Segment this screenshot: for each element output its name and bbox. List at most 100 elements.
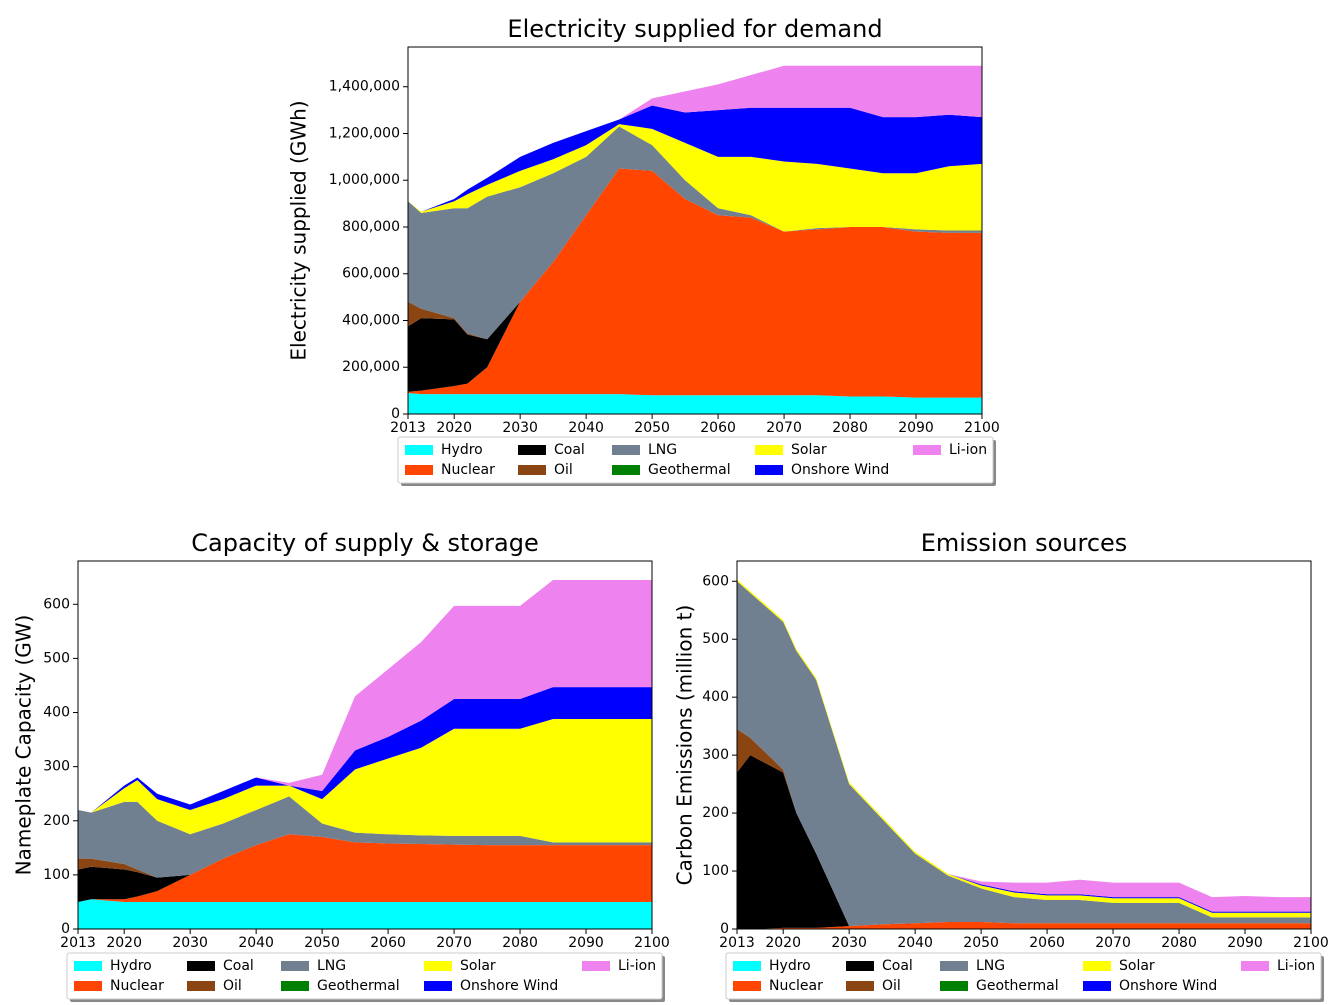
legend-swatch (755, 445, 783, 455)
x-tick-label: 2100 (964, 420, 1000, 436)
area-7 (78, 687, 652, 813)
x-tick-label: 2013 (719, 935, 755, 951)
y-tick-label: 800,000 (342, 219, 400, 235)
area-8 (78, 579, 652, 813)
x-tick-label: 2040 (568, 420, 604, 436)
y-tick-label: 100 (43, 867, 70, 883)
area-1 (408, 168, 982, 398)
y-tick-label: 300 (702, 747, 729, 763)
x-tick-label: 2030 (172, 935, 208, 951)
legend-swatch (940, 981, 968, 991)
area-4 (737, 581, 1311, 927)
y-axis-label: Nameplate Capacity (GW) (12, 615, 36, 876)
area-1 (737, 922, 1311, 929)
legend-label: Geothermal (648, 462, 731, 478)
x-tick-label: 2013 (60, 935, 96, 951)
legend: Hydro Nuclear Coal Oil LNG Geothermal Solar Ons… (725, 952, 1324, 1002)
legend-label: LNG (648, 442, 677, 458)
legend-swatch (518, 465, 546, 475)
y-tick-label: 0 (61, 921, 70, 937)
legend-swatch (913, 445, 941, 455)
legend-swatch (74, 961, 102, 971)
legend-label: Solar (1119, 958, 1155, 974)
legend-label: Nuclear (110, 978, 164, 994)
legend-swatch (733, 961, 761, 971)
legend-label: Nuclear (441, 462, 495, 478)
legend-label: Geothermal (976, 978, 1059, 994)
x-tick-label: 2050 (304, 935, 340, 951)
legend-swatch (281, 981, 309, 991)
x-tick-label: 2020 (765, 935, 801, 951)
y-tick-label: 500 (702, 631, 729, 647)
legend-label: Onshore Wind (791, 462, 889, 478)
x-tick-label: 2060 (700, 420, 736, 436)
x-tick-label: 2080 (502, 935, 538, 951)
area-7 (408, 105, 982, 212)
chart-title: Capacity of supply & storage (191, 529, 538, 557)
legend-label: Oil (882, 978, 901, 994)
y-tick-label: 200 (43, 813, 70, 829)
x-tick-label: 2030 (831, 935, 867, 951)
legend: Hydro Nuclear Coal Oil LNG Geothermal Solar Ons… (397, 436, 996, 486)
x-tick-label: 2090 (1227, 935, 1263, 951)
legend-swatch (1083, 981, 1111, 991)
legend-swatch (846, 981, 874, 991)
x-tick-label: 2050 (634, 420, 670, 436)
chart-title: Electricity supplied for demand (507, 15, 882, 43)
legend-label: Li-ion (949, 442, 987, 458)
area-2 (408, 168, 982, 392)
x-tick-label: 2020 (106, 935, 142, 951)
x-tick-label: 2080 (1161, 935, 1197, 951)
area-6 (78, 719, 652, 843)
legend-swatch (733, 981, 761, 991)
area-4 (408, 126, 982, 340)
legend-swatch (187, 981, 215, 991)
y-tick-label: 400 (43, 705, 70, 721)
legend-label: Hydro (110, 958, 152, 974)
y-tick-label: 600 (43, 596, 70, 612)
legend-swatch (518, 445, 546, 455)
x-tick-label: 2050 (963, 935, 999, 951)
legend-swatch (582, 961, 610, 971)
x-tick-label: 2100 (1293, 935, 1329, 951)
x-tick-label: 2100 (634, 935, 670, 951)
x-tick-label: 2090 (568, 935, 604, 951)
y-tick-label: 1,200,000 (329, 125, 400, 141)
y-tick-label: 0 (720, 921, 729, 937)
legend-label: LNG (317, 958, 346, 974)
y-tick-label: 600,000 (342, 266, 400, 282)
legend-swatch (612, 465, 640, 475)
area-8 (408, 65, 982, 212)
legend-label: Nuclear (769, 978, 823, 994)
axes-frame (736, 560, 1312, 930)
legend-swatch (405, 445, 433, 455)
x-tick-label: 2070 (766, 420, 802, 436)
y-axis-label: Electricity supplied (GWh) (287, 100, 311, 360)
legend-swatch (755, 465, 783, 475)
y-tick-label: 200 (702, 805, 729, 821)
x-tick-label: 2060 (1029, 935, 1065, 951)
legend-swatch (940, 961, 968, 971)
y-tick-label: 1,400,000 (329, 79, 400, 95)
y-tick-label: 400,000 (342, 312, 400, 328)
x-tick-label: 2080 (832, 420, 868, 436)
area-0 (78, 899, 652, 929)
legend-swatch (1083, 961, 1111, 971)
x-tick-label: 2040 (897, 935, 933, 951)
legend-box (397, 436, 994, 484)
chart-title: Emission sources (921, 529, 1128, 557)
legend-swatch (424, 981, 452, 991)
x-tick-label: 2060 (370, 935, 406, 951)
legend-label: Coal (223, 958, 254, 974)
x-tick-label: 2040 (238, 935, 274, 951)
legend-swatch (1241, 961, 1269, 971)
legend-label: Onshore Wind (460, 978, 558, 994)
y-tick-label: 1,000,000 (329, 172, 400, 188)
axes-frame (77, 560, 653, 930)
legend-swatch (612, 445, 640, 455)
y-tick-label: 400 (702, 689, 729, 705)
legend-label: Coal (882, 958, 913, 974)
x-tick-label: 2070 (436, 935, 472, 951)
axes-frame (407, 46, 983, 415)
